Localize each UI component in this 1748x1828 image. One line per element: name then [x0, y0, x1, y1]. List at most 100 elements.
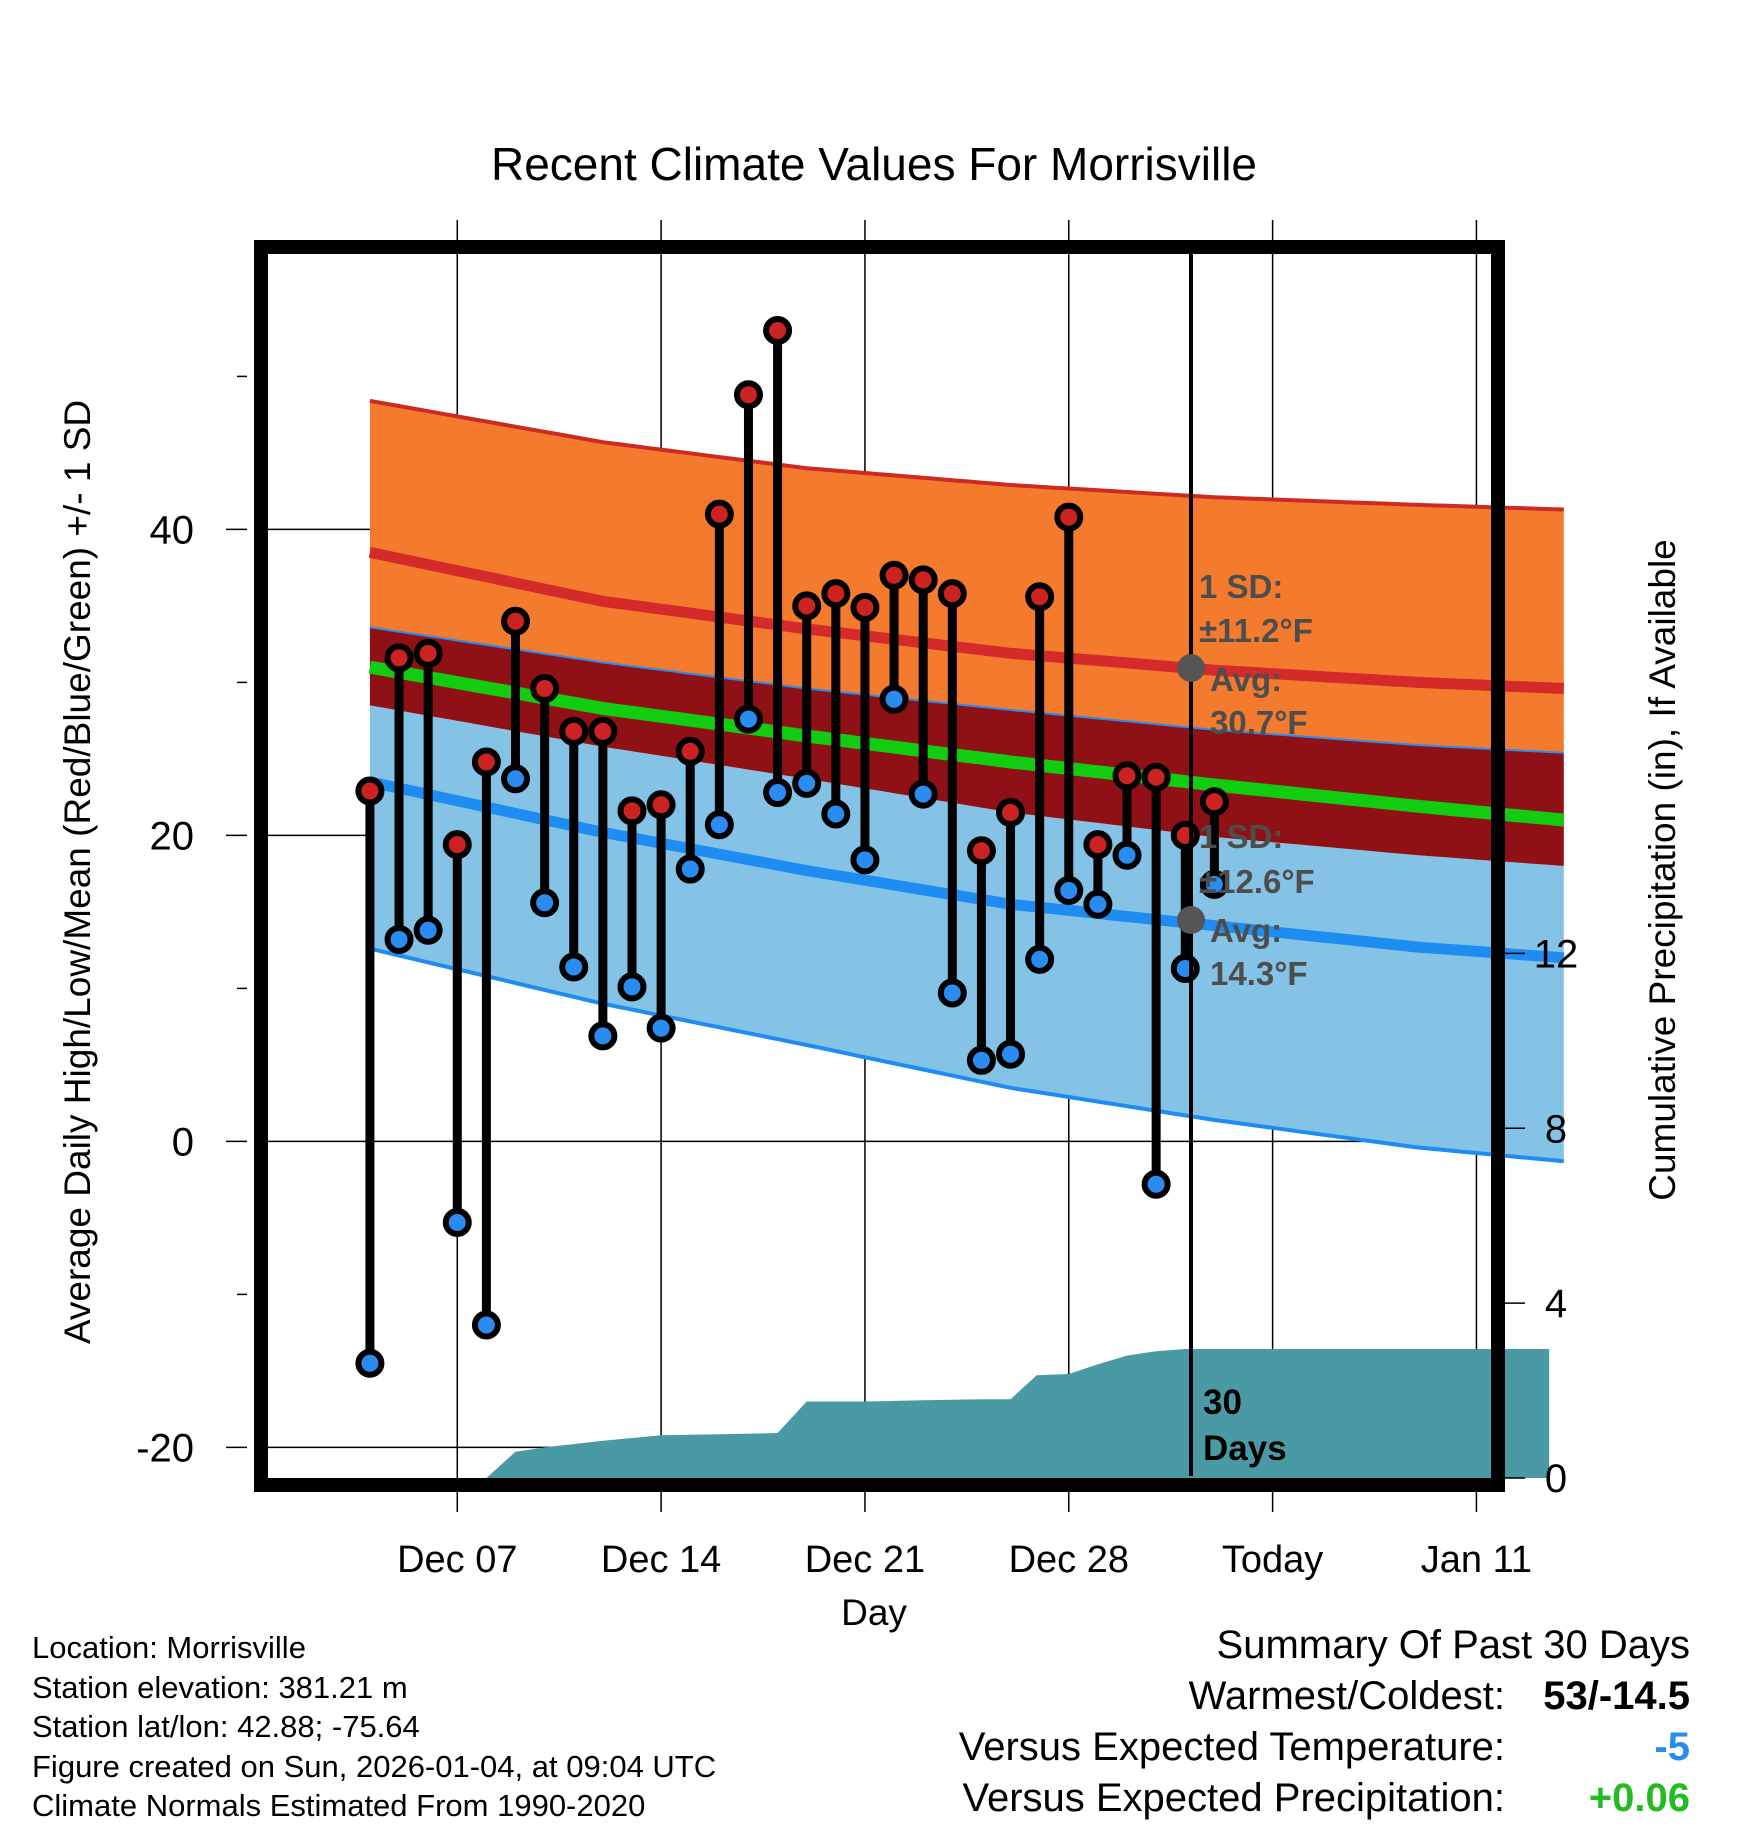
daily-high-point: [1199, 787, 1229, 817]
daily-high-point: [792, 591, 822, 621]
daily-low-point: [1083, 889, 1113, 919]
x-tick-label: Today: [1222, 1539, 1323, 1581]
daily-high-point: [559, 716, 589, 746]
high-sd-band: [369, 400, 1564, 753]
high-minus-sd-line: [369, 626, 1564, 754]
daily-low-point: [733, 704, 763, 734]
daily-low-point: [675, 854, 705, 884]
daily-low-point: [704, 810, 734, 840]
daily-high-point: [675, 736, 705, 766]
precip-vs-expected-label: Versus Expected Precipitation:: [962, 1776, 1505, 1820]
precipitation-layer: [369, 1349, 1550, 1478]
days-word: Days: [1203, 1429, 1287, 1468]
days-annotation: 30 Days: [1203, 1383, 1287, 1468]
daily-high-point: [530, 674, 560, 704]
daily-low-point: [792, 768, 822, 798]
daily-high-point: [355, 776, 385, 806]
daily-low-point: [1199, 869, 1229, 899]
precip-vs-expected-value: +0.06: [1588, 1776, 1690, 1820]
daily-high-point: [733, 380, 763, 410]
low-mean-line: [368, 776, 1565, 964]
daily-low-point: [501, 764, 531, 794]
daily-high-point: [646, 790, 676, 820]
x-tick-label: Dec 07: [397, 1539, 517, 1581]
daily-high-point: [937, 579, 967, 609]
figure-created: Figure created on Sun, 2026-01-04, at 09…: [32, 1748, 717, 1784]
axis-layer: Dec 07 Dec 14 Dec 21 Dec 28 Today Jan 11 -20 0 2…: [136, 220, 1578, 1581]
warmest-label: Warmest/Coldest:: [1188, 1674, 1505, 1718]
daily-high-point: [908, 565, 938, 595]
low-avg-label: Avg:: [1210, 912, 1282, 949]
daily-high-point: [966, 836, 996, 866]
y-axis-label-right: Cumulative Precipitation (in), If Availa…: [1642, 539, 1683, 1201]
y-tick-label-left: 20: [150, 814, 195, 858]
y-tick-label-right: 0: [1545, 1457, 1567, 1501]
high-mean-line: [368, 547, 1565, 694]
plot-frame: [254, 240, 1505, 1492]
low-minus-sd-line: [369, 946, 1564, 1164]
daily-high-point: [617, 796, 647, 826]
daily-high-point: [501, 606, 531, 636]
low-sd-label: 1 SD:: [1199, 818, 1283, 855]
daily-low-point: [530, 888, 560, 918]
daily-high-point: [1141, 762, 1171, 792]
daily-point-layer: [355, 316, 1229, 1378]
mean-line: [368, 660, 1565, 827]
daily-low-point: [646, 1013, 676, 1043]
daily-low-point: [1025, 944, 1055, 974]
daily-high-point: [588, 716, 618, 746]
y-tick-label-right: 8: [1545, 1107, 1567, 1151]
daily-low-point: [413, 915, 443, 945]
low-avg-marker: [1177, 906, 1205, 934]
daily-low-point: [908, 779, 938, 809]
station-elevation: Station elevation: 381.21 m: [32, 1669, 408, 1705]
daily-high-point: [850, 592, 880, 622]
daily-high-point: [442, 830, 472, 860]
low-sd-band: [369, 705, 1564, 1162]
high-plus-sd-line: [369, 398, 1564, 512]
daily-high-point: [1170, 820, 1200, 850]
low-avg-value: 14.3°F: [1210, 955, 1308, 992]
daily-high-point: [384, 643, 414, 673]
x-tick-label: Dec 21: [805, 1539, 925, 1581]
daily-low-point: [588, 1021, 618, 1051]
station-info: Location: Morrisville Station elevation:…: [32, 1628, 716, 1826]
daily-low-point: [763, 778, 793, 808]
normals-band-layer: [368, 398, 1565, 1164]
daily-high-point: [879, 560, 909, 590]
summary-warmest-row: Warmest/Coldest: 53/-14.5: [870, 1671, 1690, 1722]
overlap-band: [369, 627, 1564, 866]
daily-high-point: [471, 747, 501, 777]
station-location: Location: Morrisville: [32, 1630, 306, 1665]
daily-low-point: [1112, 840, 1142, 870]
high-sd-value: ±11.2°F: [1199, 612, 1313, 649]
y-tick-label-left: -20: [136, 1426, 194, 1470]
daily-low-point: [996, 1039, 1026, 1069]
daily-high-point: [1083, 830, 1113, 860]
chart-title: Recent Climate Values For Morrisville: [491, 138, 1257, 190]
precipitation-area: [369, 1349, 1550, 1478]
y-tick-label-right: 12: [1534, 932, 1579, 976]
daily-low-point: [850, 845, 880, 875]
x-tick-label: Jan 11: [1421, 1539, 1532, 1581]
daily-high-point: [704, 499, 734, 529]
x-tick-label: Dec 28: [1009, 1539, 1129, 1581]
daily-high-point: [1025, 582, 1055, 612]
daily-low-point: [966, 1045, 996, 1075]
high-sd-label: 1 SD:: [1199, 568, 1283, 605]
daily-low-point: [1054, 875, 1084, 905]
summary-panel: Summary Of Past 30 Days Warmest/Coldest:…: [870, 1620, 1690, 1824]
daily-low-point: [442, 1207, 472, 1237]
warmest-value: 53/-14.5: [1543, 1674, 1690, 1718]
daily-low-point: [617, 972, 647, 1002]
summary-title: Summary Of Past 30 Days: [1216, 1623, 1690, 1667]
daily-low-point: [1141, 1169, 1171, 1199]
daily-low-point: [937, 978, 967, 1008]
temp-vs-expected-label: Versus Expected Temperature:: [958, 1725, 1505, 1769]
daily-low-point: [559, 952, 589, 982]
daily-low-point: [1170, 954, 1200, 984]
daily-low-point: [355, 1348, 385, 1378]
daily-high-point: [413, 638, 443, 668]
daily-low-point: [471, 1310, 501, 1340]
